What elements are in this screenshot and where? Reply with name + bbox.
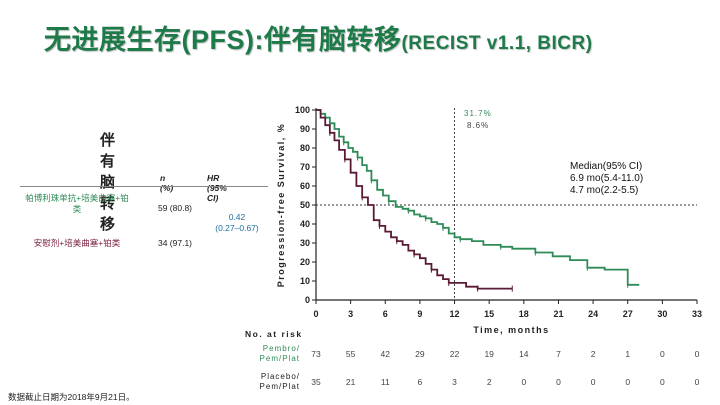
risk-count: 19 bbox=[484, 349, 494, 359]
placebo-12mo-rate: 8.6% bbox=[467, 121, 489, 130]
risk-count: 7 bbox=[556, 349, 561, 359]
x-tick-label: 0 bbox=[313, 309, 318, 319]
arm-name-pembro: 帕博利珠单抗+培美曲塞+铂类 bbox=[25, 193, 129, 214]
title-sub: (RECIST v1.1, BICR) bbox=[401, 33, 593, 54]
table-rule-top bbox=[20, 186, 268, 187]
subgroup-heading: 伴有脑转移 bbox=[100, 132, 116, 233]
x-tick-label: 30 bbox=[657, 309, 667, 319]
km-curve-placebo bbox=[316, 109, 513, 290]
x-tick-label: 6 bbox=[383, 309, 388, 319]
y-tick-label: 100 bbox=[295, 105, 310, 115]
x-tick-label: 3 bbox=[348, 309, 353, 319]
risk-row-label-line2: Pem/Plat bbox=[260, 382, 300, 391]
risk-count: 0 bbox=[625, 377, 630, 387]
risk-count: 42 bbox=[381, 349, 391, 359]
risk-table-header: No. at risk bbox=[245, 329, 303, 339]
risk-count: 0 bbox=[695, 349, 700, 359]
risk-count: 0 bbox=[556, 377, 561, 387]
risk-count: 0 bbox=[660, 377, 665, 387]
risk-count: 0 bbox=[591, 377, 596, 387]
slide-title: 无进展生存(PFS):伴有脑转移(RECIST v1.1, BICR) bbox=[44, 18, 593, 57]
y-tick-label: 10 bbox=[300, 276, 310, 286]
y-tick-label: 70 bbox=[300, 162, 310, 172]
y-tick-label: 90 bbox=[300, 124, 310, 134]
risk-count: 73 bbox=[311, 349, 321, 359]
footnote: 数据截止日期为2018年9月21日。 bbox=[8, 392, 135, 402]
risk-count: 0 bbox=[521, 377, 526, 387]
arm-name-placebo: 安慰剂+培美曲塞+铂类 bbox=[33, 238, 121, 248]
col-hr-header: HR (95% CI) bbox=[207, 173, 227, 203]
risk-count: 35 bbox=[311, 377, 321, 387]
x-tick-label: 12 bbox=[450, 309, 460, 319]
median-value-pembro: 6.9 mo(5.4-11.0) bbox=[570, 173, 643, 184]
x-tick-label: 15 bbox=[484, 309, 494, 319]
y-axis-title: Progression-free Survival, % bbox=[276, 123, 286, 288]
risk-count: 2 bbox=[591, 349, 596, 359]
median-header: Median(95% CI) bbox=[570, 161, 642, 172]
x-tick-label: 33 bbox=[692, 309, 702, 319]
y-tick-label: 60 bbox=[300, 181, 310, 191]
col-n-header: n (%) bbox=[160, 173, 174, 193]
risk-count: 2 bbox=[487, 377, 492, 387]
y-tick-label: 80 bbox=[300, 143, 310, 153]
y-tick-label: 30 bbox=[300, 238, 310, 248]
risk-count: 0 bbox=[660, 349, 665, 359]
y-tick-label: 0 bbox=[305, 295, 310, 305]
hr-value: 0.42 bbox=[228, 212, 246, 222]
x-tick-label: 21 bbox=[553, 309, 563, 319]
risk-row-label-line1: Placebo/ bbox=[261, 372, 300, 381]
km-curve-pembro bbox=[316, 109, 640, 286]
pembro-12mo-rate: 31.7% bbox=[464, 109, 492, 118]
risk-count: 0 bbox=[695, 377, 700, 387]
risk-count: 29 bbox=[415, 349, 425, 359]
risk-count: 1 bbox=[625, 349, 630, 359]
arm-n-pembro: 59 (80.8) bbox=[157, 203, 193, 213]
x-tick-label: 24 bbox=[588, 309, 598, 319]
risk-count: 22 bbox=[450, 349, 460, 359]
title-main: 无进展生存(PFS):伴有脑转移 bbox=[44, 25, 402, 55]
x-axis-title: Time, months bbox=[473, 325, 549, 335]
x-tick-label: 18 bbox=[519, 309, 529, 319]
risk-count: 21 bbox=[346, 377, 356, 387]
risk-row-label-line1: Pembro/ bbox=[263, 344, 300, 353]
risk-count: 14 bbox=[519, 349, 529, 359]
risk-count: 55 bbox=[346, 349, 356, 359]
arm-n-placebo: 34 (97.1) bbox=[157, 238, 193, 248]
risk-count: 3 bbox=[452, 377, 457, 387]
median-value-placebo: 4.7 mo(2.2-5.5) bbox=[570, 185, 638, 196]
x-tick-label: 27 bbox=[623, 309, 633, 319]
y-tick-label: 20 bbox=[300, 257, 310, 267]
risk-row-label-line2: Pem/Plat bbox=[260, 354, 300, 363]
risk-count: 11 bbox=[381, 377, 390, 387]
y-tick-label: 40 bbox=[300, 219, 310, 229]
hr-ci: (0.27–0.67) bbox=[215, 223, 259, 233]
risk-count: 6 bbox=[418, 377, 423, 387]
x-tick-label: 9 bbox=[417, 309, 422, 319]
y-tick-label: 50 bbox=[300, 200, 310, 210]
